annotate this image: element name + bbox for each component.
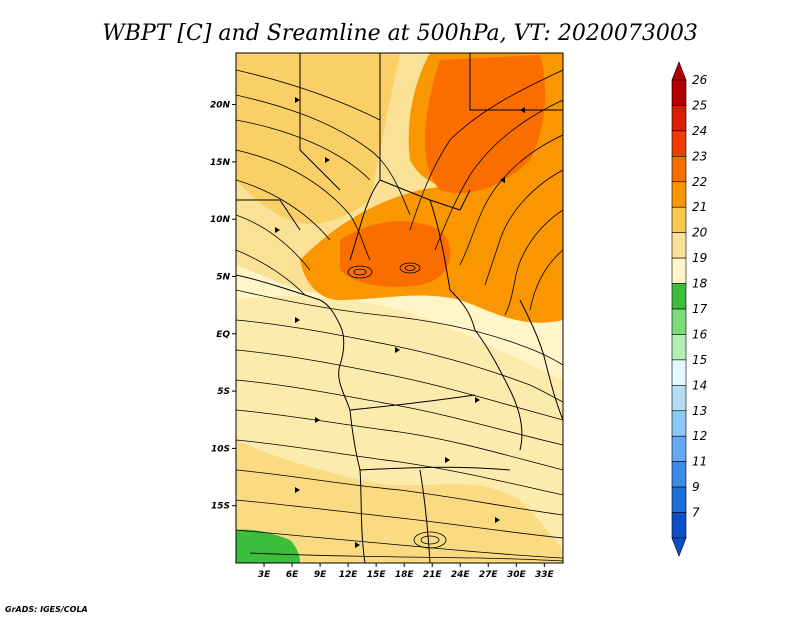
colorbar-label: 16	[692, 327, 708, 341]
lat-tick-label: 15N	[210, 158, 231, 168]
lon-tick-label: 15E	[367, 570, 387, 580]
lon-tick-label: 9E	[314, 570, 327, 580]
map-panel	[236, 53, 563, 563]
colorbar-swatch	[671, 181, 687, 208]
colorbar-swatch	[671, 130, 687, 157]
colorbar-label: 17	[692, 302, 708, 316]
lon-tick-label: 12E	[339, 570, 359, 580]
wbpt-field-21-nw	[236, 53, 400, 224]
lon-tick-label: 6E	[286, 570, 299, 580]
colorbar-label: 9	[692, 480, 700, 494]
colorbar-swatch	[671, 461, 687, 488]
lat-tick-label: 15S	[211, 502, 230, 512]
colorbar-label: 22	[692, 175, 707, 189]
colorbar: 26 25 24 23 22 21 20 19 18 17 16 15 14 13 12 11 9 7	[671, 61, 708, 557]
colorbar-swatch	[671, 410, 687, 437]
colorbar-max-triangle	[671, 61, 687, 81]
wbpt-field-20-south	[236, 296, 563, 563]
lon-tick-label: 24E	[451, 570, 471, 580]
colorbar-label: 20	[692, 226, 708, 240]
colorbar-swatch	[671, 385, 687, 412]
streamlines	[236, 69, 563, 562]
wbpt-field-23	[425, 55, 546, 194]
colorbar-label: 19	[692, 251, 707, 265]
colorbar-label: 21	[692, 200, 707, 214]
colorbar-swatch	[671, 206, 687, 233]
plot-title: WBPT [C] and Sreamline at 500hPa, VT: 20…	[102, 21, 698, 46]
colorbar-swatch	[671, 79, 687, 106]
lat-tick-label: 20N	[210, 101, 231, 111]
grads-credit: GrADS: IGES/COLA	[5, 605, 88, 614]
colorbar-swatch	[671, 283, 687, 310]
lat-tick-label: 10N	[210, 215, 231, 225]
lat-tick-label: EQ	[216, 330, 230, 340]
latitude-axis: 20N 15N 10N 5N EQ 5S 10S 15S	[210, 101, 236, 512]
wbpt-field-23-centre	[340, 221, 451, 287]
country-borders	[236, 53, 563, 563]
colorbar-label: 25	[692, 98, 707, 112]
lon-tick-label: 21E	[423, 570, 443, 580]
colorbar-swatch	[671, 486, 687, 513]
colorbar-swatch	[671, 105, 687, 132]
lon-tick-label: 3E	[258, 570, 271, 580]
colorbar-swatch	[671, 359, 687, 386]
colorbar-label: 24	[692, 124, 707, 138]
colorbar-label: 11	[692, 455, 707, 469]
lon-tick-label: 27E	[479, 570, 499, 580]
colorbar-swatch	[671, 257, 687, 284]
map-frame	[235, 52, 564, 564]
streamline-arrows	[275, 97, 525, 548]
colorbar-label: 26	[692, 73, 708, 87]
colorbar-label: 12	[692, 429, 707, 443]
lon-tick-label: 18E	[395, 570, 415, 580]
wbpt-field-21-south	[236, 440, 563, 563]
colorbar-swatch	[671, 232, 687, 259]
colorbar-swatch	[671, 156, 687, 183]
lat-tick-label: 5S	[217, 387, 230, 397]
longitude-axis: 3E 6E 9E 12E 15E 18E 21E 24E 27E 30E 33E	[258, 563, 555, 580]
colorbar-label: 13	[692, 404, 707, 418]
colorbar-swatch	[671, 435, 687, 462]
colorbar-label: 7	[692, 506, 700, 520]
colorbar-label: 14	[692, 378, 707, 392]
lat-tick-label: 5N	[216, 272, 230, 282]
colorbar-label: 18	[692, 277, 708, 291]
colorbar-min-triangle	[671, 537, 687, 557]
colorbar-label: 15	[692, 353, 707, 367]
colorbar-label: 23	[692, 149, 707, 163]
colorbar-swatch	[671, 334, 687, 361]
colorbar-swatch	[671, 308, 687, 335]
colorbar-swatch	[671, 512, 687, 539]
lon-tick-label: 30E	[507, 570, 527, 580]
lat-tick-label: 10S	[211, 444, 230, 454]
lon-tick-label: 33E	[535, 570, 555, 580]
